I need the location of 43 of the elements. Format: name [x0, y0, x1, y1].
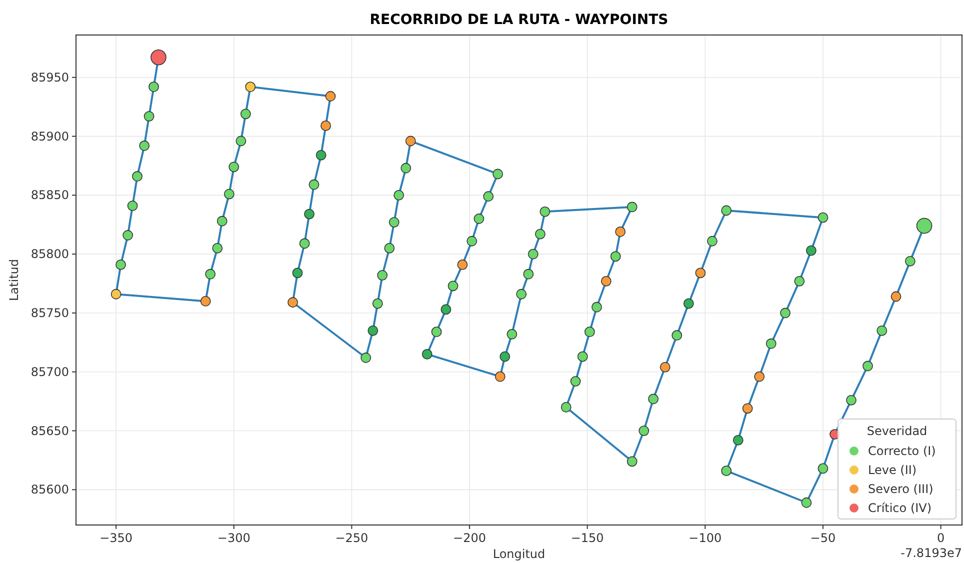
y-tick-label: 85950 — [30, 70, 69, 84]
legend-label: Leve (II) — [868, 463, 917, 477]
x-axis-title: Longitud — [492, 547, 546, 561]
point — [600, 276, 612, 286]
y-tick-label: 85800 — [30, 247, 69, 262]
point — [615, 226, 626, 237]
point — [916, 218, 932, 234]
x-tick-label: −350 — [100, 531, 133, 545]
x-tick-label: −50 — [810, 531, 836, 545]
point — [288, 297, 298, 308]
point — [325, 91, 336, 102]
point — [200, 296, 211, 306]
y-tick-label: 85750 — [30, 306, 69, 320]
point — [890, 291, 902, 302]
point — [695, 268, 706, 278]
y-tick-label: 85700 — [30, 364, 69, 379]
x-tick-label: −150 — [570, 531, 604, 545]
point — [742, 403, 753, 414]
text: -7.8193e7 — [900, 546, 962, 560]
x-tick-label: 0 — [936, 531, 945, 545]
legend-label: Correcto (I) — [868, 444, 936, 458]
x-tick-label: −100 — [688, 531, 722, 545]
point — [320, 120, 331, 131]
y-tick-label: 85850 — [30, 188, 69, 202]
x-tick-label: −200 — [453, 531, 486, 545]
chart-title: RECORRIDO DE LA RUTA - WAYPOINTS — [370, 12, 668, 28]
point — [405, 136, 416, 146]
y-axis-title: Latitud — [7, 258, 21, 302]
point — [754, 371, 765, 382]
y-tick-label: 85600 — [30, 482, 69, 497]
legend-label: Severo (III) — [868, 482, 934, 496]
point — [110, 288, 122, 300]
legend-label: Crítico (IV) — [868, 501, 932, 515]
point — [494, 371, 506, 382]
point — [150, 49, 166, 66]
point — [660, 362, 670, 372]
x-tick-label: −300 — [217, 531, 250, 545]
point — [457, 259, 468, 270]
legend-title: Severidad — [866, 424, 928, 438]
y-tick-label: 85650 — [30, 424, 69, 438]
y-tick-label: 85900 — [30, 129, 69, 144]
point — [245, 82, 256, 92]
x-tick-label: −250 — [335, 531, 368, 545]
